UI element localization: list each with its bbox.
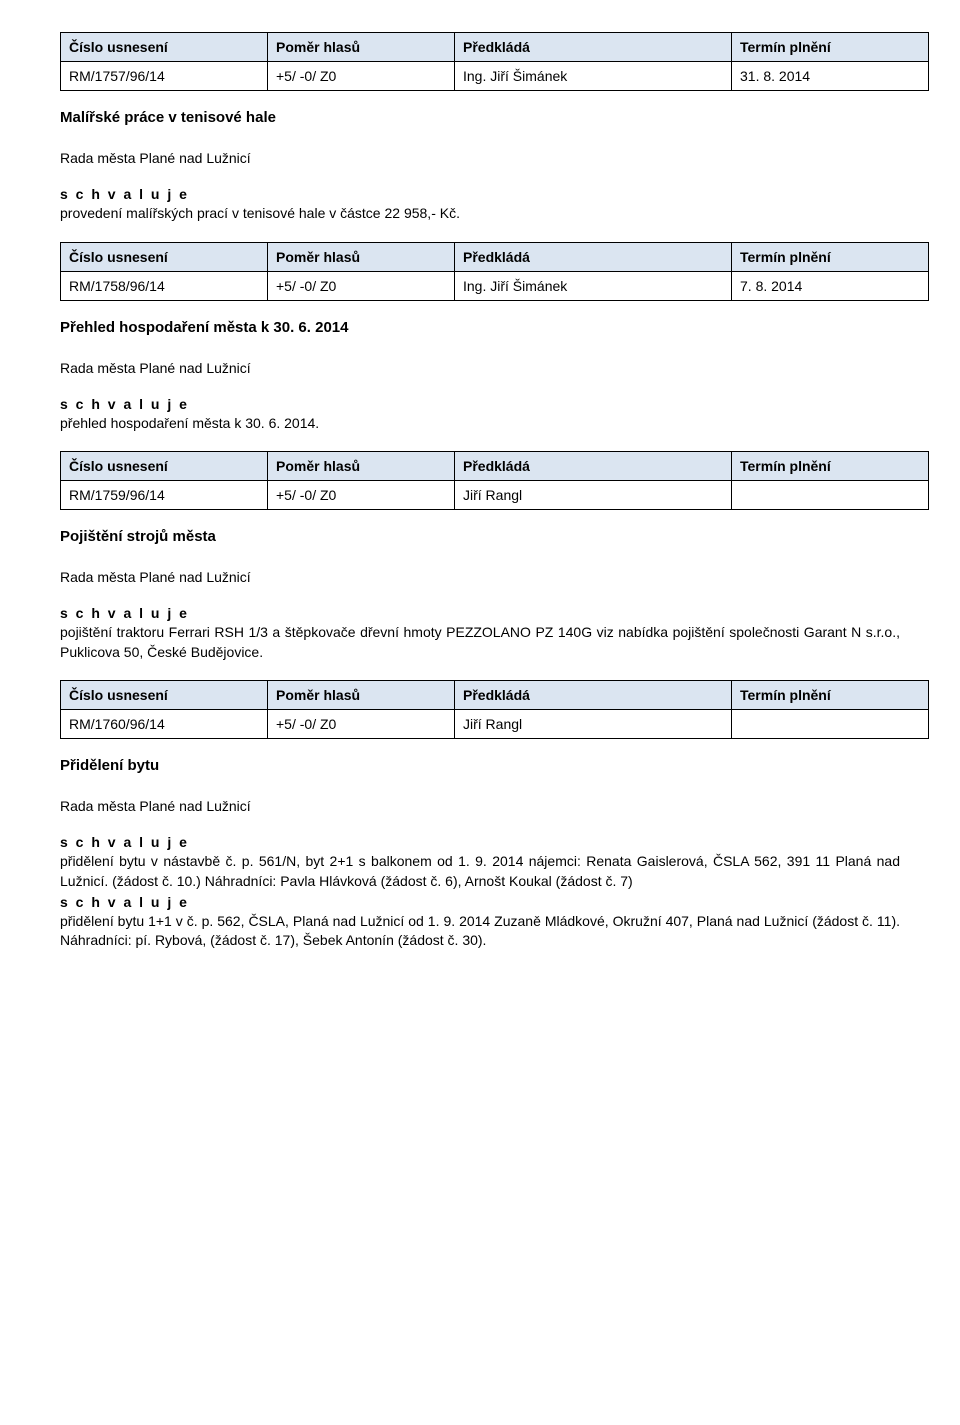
th-termin: Termín plnění bbox=[732, 452, 929, 481]
section-title-1: Malířské práce v tenisové hale bbox=[60, 109, 900, 126]
rada-text: Rada města Plané nad Lužnicí bbox=[60, 360, 900, 376]
cell-predklada: Ing. Jiří Šimánek bbox=[455, 271, 732, 300]
body-2: přehled hospodaření města k 30. 6. 2014. bbox=[60, 414, 900, 434]
cell-pomer: +5/ -0/ Z0 bbox=[268, 481, 455, 510]
th-predklada: Předkládá bbox=[455, 452, 732, 481]
th-predklada: Předkládá bbox=[455, 242, 732, 271]
section-2: Číslo usnesení Poměr hlasů Předkládá Ter… bbox=[60, 242, 900, 434]
table-header-row: Číslo usnesení Poměr hlasů Předkládá Ter… bbox=[61, 33, 929, 62]
th-cislo: Číslo usnesení bbox=[61, 242, 268, 271]
rada-text: Rada města Plané nad Lužnicí bbox=[60, 150, 900, 166]
cell-termin bbox=[732, 710, 929, 739]
th-termin: Termín plnění bbox=[732, 33, 929, 62]
table-row: RM/1760/96/14 +5/ -0/ Z0 Jiří Rangl bbox=[61, 710, 929, 739]
cell-predklada: Ing. Jiří Šimánek bbox=[455, 62, 732, 91]
section-title-4: Přidělení bytu bbox=[60, 757, 900, 774]
th-cislo: Číslo usnesení bbox=[61, 452, 268, 481]
table-row: RM/1759/96/14 +5/ -0/ Z0 Jiří Rangl bbox=[61, 481, 929, 510]
body-1: provedení malířských prací v tenisové ha… bbox=[60, 204, 900, 224]
table-header-row: Číslo usnesení Poměr hlasů Předkládá Ter… bbox=[61, 681, 929, 710]
th-pomer: Poměr hlasů bbox=[268, 33, 455, 62]
table-4: Číslo usnesení Poměr hlasů Předkládá Ter… bbox=[60, 680, 929, 739]
table-row: RM/1757/96/14 +5/ -0/ Z0 Ing. Jiří Šimán… bbox=[61, 62, 929, 91]
th-pomer: Poměr hlasů bbox=[268, 452, 455, 481]
cell-termin bbox=[732, 481, 929, 510]
th-cislo: Číslo usnesení bbox=[61, 33, 268, 62]
th-predklada: Předkládá bbox=[455, 33, 732, 62]
cell-pomer: +5/ -0/ Z0 bbox=[268, 62, 455, 91]
th-predklada: Předkládá bbox=[455, 681, 732, 710]
rada-text: Rada města Plané nad Lužnicí bbox=[60, 798, 900, 814]
section-3: Číslo usnesení Poměr hlasů Předkládá Ter… bbox=[60, 451, 900, 662]
cell-cislo: RM/1759/96/14 bbox=[61, 481, 268, 510]
cell-pomer: +5/ -0/ Z0 bbox=[268, 271, 455, 300]
schvaluje-label: s c h v a l u j e bbox=[60, 834, 900, 850]
cell-pomer: +5/ -0/ Z0 bbox=[268, 710, 455, 739]
th-termin: Termín plnění bbox=[732, 681, 929, 710]
section-4: Číslo usnesení Poměr hlasů Předkládá Ter… bbox=[60, 680, 900, 950]
body-4b: přidělení bytu 1+1 v č. p. 562, ČSLA, Pl… bbox=[60, 912, 900, 951]
page: Číslo usnesení Poměr hlasů Předkládá Ter… bbox=[0, 0, 960, 1009]
cell-cislo: RM/1760/96/14 bbox=[61, 710, 268, 739]
cell-cislo: RM/1758/96/14 bbox=[61, 271, 268, 300]
cell-termin: 7. 8. 2014 bbox=[732, 271, 929, 300]
schvaluje-label: s c h v a l u j e bbox=[60, 396, 900, 412]
body-4a: přidělení bytu v nástavbě č. p. 561/N, b… bbox=[60, 852, 900, 891]
th-pomer: Poměr hlasů bbox=[268, 242, 455, 271]
schvaluje-label: s c h v a l u j e bbox=[60, 186, 900, 202]
cell-predklada: Jiří Rangl bbox=[455, 710, 732, 739]
th-termin: Termín plnění bbox=[732, 242, 929, 271]
schvaluje-label: s c h v a l u j e bbox=[60, 605, 900, 621]
th-pomer: Poměr hlasů bbox=[268, 681, 455, 710]
body-3: pojištění traktoru Ferrari RSH 1/3 a ště… bbox=[60, 623, 900, 662]
section-title-3: Pojištění strojů města bbox=[60, 528, 900, 545]
table-3: Číslo usnesení Poměr hlasů Předkládá Ter… bbox=[60, 451, 929, 510]
table-header-row: Číslo usnesení Poměr hlasů Předkládá Ter… bbox=[61, 242, 929, 271]
cell-termin: 31. 8. 2014 bbox=[732, 62, 929, 91]
section-title-2: Přehled hospodaření města k 30. 6. 2014 bbox=[60, 319, 900, 336]
schvaluje-label: s c h v a l u j e bbox=[60, 894, 900, 910]
table-header-row: Číslo usnesení Poměr hlasů Předkládá Ter… bbox=[61, 452, 929, 481]
section-1: Číslo usnesení Poměr hlasů Předkládá Ter… bbox=[60, 32, 900, 224]
rada-text: Rada města Plané nad Lužnicí bbox=[60, 569, 900, 585]
table-2: Číslo usnesení Poměr hlasů Předkládá Ter… bbox=[60, 242, 929, 301]
th-cislo: Číslo usnesení bbox=[61, 681, 268, 710]
cell-predklada: Jiří Rangl bbox=[455, 481, 732, 510]
table-row: RM/1758/96/14 +5/ -0/ Z0 Ing. Jiří Šimán… bbox=[61, 271, 929, 300]
table-1: Číslo usnesení Poměr hlasů Předkládá Ter… bbox=[60, 32, 929, 91]
cell-cislo: RM/1757/96/14 bbox=[61, 62, 268, 91]
